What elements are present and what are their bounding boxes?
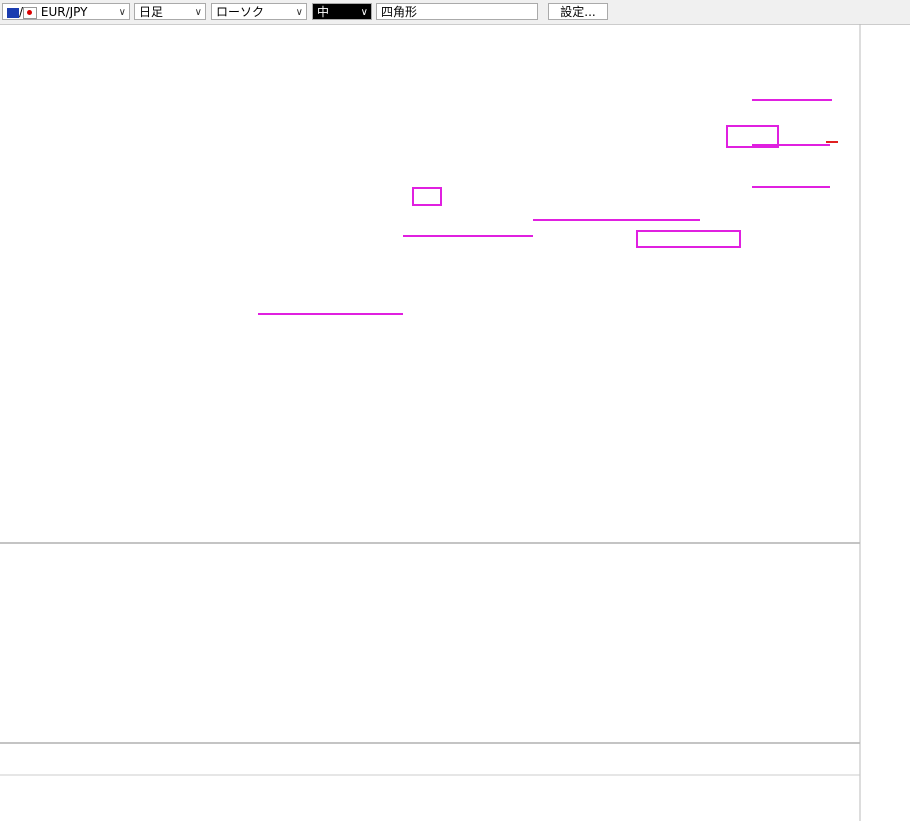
- style-select[interactable]: ローソク ∨: [211, 3, 307, 20]
- jp-flag: [23, 6, 38, 19]
- drawn-box: [726, 125, 779, 148]
- toolbar: / EUR/JPY ∨ 日足 ∨ ローソク ∨ 中 ∨ 四角形 設定...: [0, 0, 910, 25]
- size-select[interactable]: 中 ∨: [312, 3, 372, 20]
- symbol: EUR/JPY: [40, 5, 88, 19]
- drawn-box: [412, 187, 442, 206]
- size: 中: [317, 5, 330, 19]
- tool-field[interactable]: 四角形: [376, 3, 538, 20]
- symbol-select[interactable]: / EUR/JPY ∨: [2, 3, 130, 20]
- period: 日足: [139, 5, 164, 19]
- settings-button[interactable]: 設定...: [548, 3, 608, 20]
- drawings: [258, 99, 832, 315]
- style: ローソク: [216, 5, 265, 19]
- drawn-box: [636, 230, 741, 248]
- settings: 設定...: [560, 5, 596, 19]
- period-select[interactable]: 日足 ∨: [134, 3, 206, 20]
- eu-flag: [7, 7, 19, 18]
- tool: 四角形: [381, 5, 418, 19]
- chart: [0, 24, 861, 821]
